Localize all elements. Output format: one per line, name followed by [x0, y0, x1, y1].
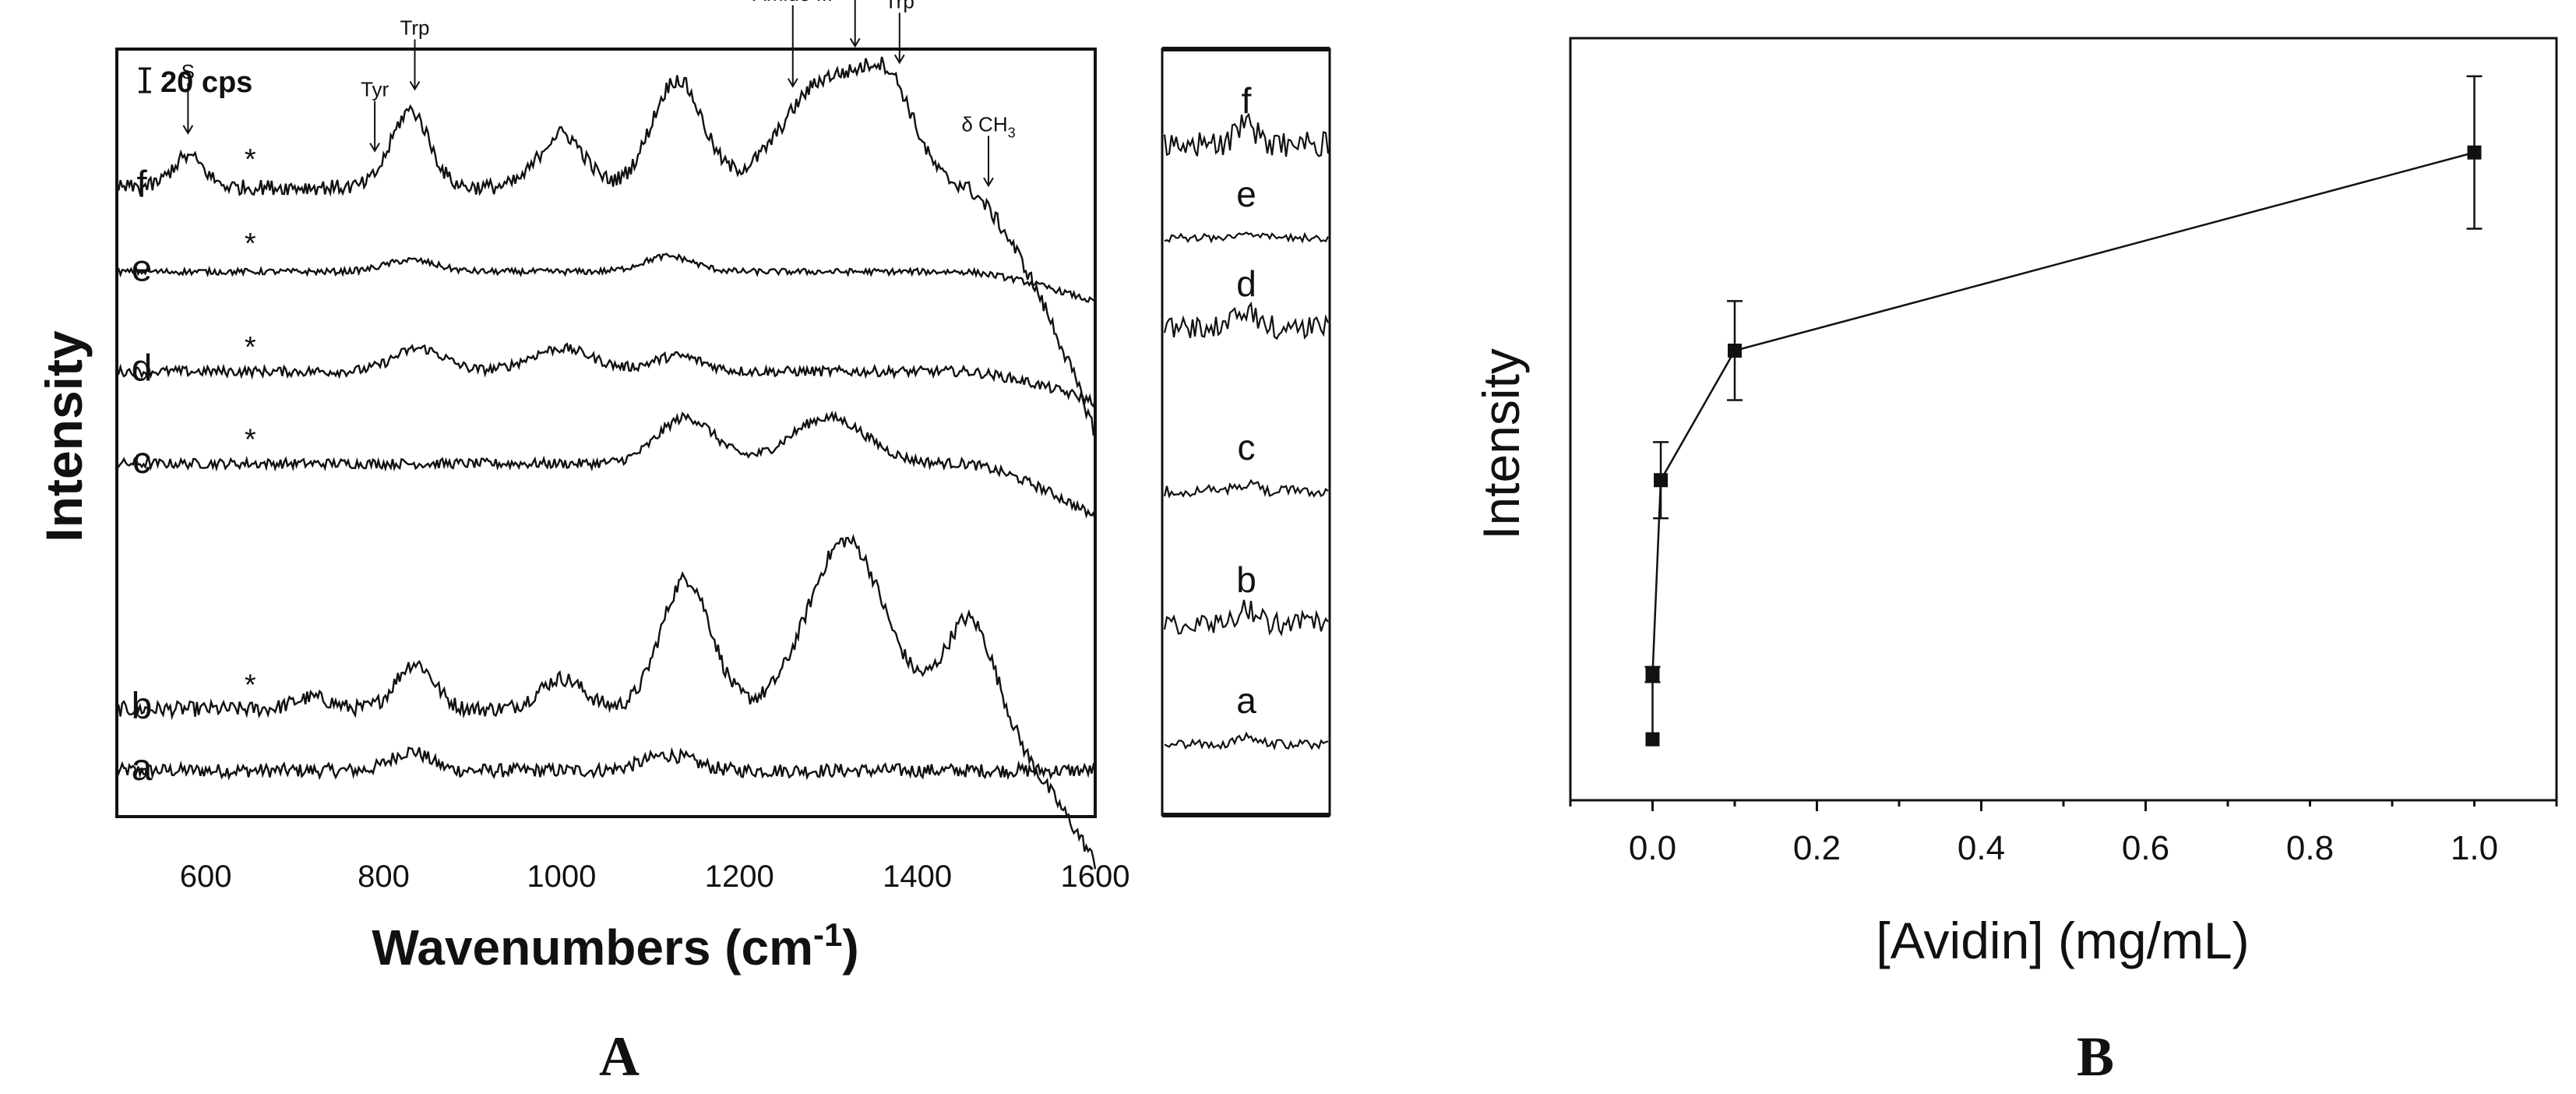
- x-tick-label: 0.0: [1629, 829, 1676, 867]
- annotation-arrowhead: [787, 78, 798, 88]
- spectrum-c: [116, 410, 1097, 521]
- spectrum-b: [116, 533, 1097, 870]
- x-axis-title-a: Wavenumbers (cm-1): [372, 916, 858, 976]
- spectrum-label: d: [132, 348, 153, 390]
- spectrum-label: c: [132, 440, 151, 482]
- peak-annotation: Amide III: [752, 0, 833, 5]
- inset-label: d: [1236, 263, 1256, 304]
- inset-trace-b: [1163, 599, 1329, 637]
- x-tick-label: 800: [358, 859, 410, 894]
- x-tick-label: 600: [180, 859, 232, 894]
- inset-trace-e: [1164, 231, 1329, 244]
- panel-b: 0.0 0.2 0.4 0.6 0.8 1.0 Intensity [Avidin] (m…: [1472, 37, 2558, 1088]
- spectrum-label: a: [132, 747, 153, 789]
- spectrum-f: [115, 56, 1096, 436]
- plot-frame-b: [1569, 37, 2558, 802]
- x-tick-labels-a: 600 800 1000 1200 1400 1600: [180, 859, 1130, 894]
- panel-label-b: B: [2077, 1025, 2114, 1088]
- asterisk-marker: *: [245, 423, 256, 456]
- data-point: [1728, 343, 1742, 358]
- x-tick-label: 1000: [527, 859, 596, 894]
- data-point: [2467, 145, 2482, 160]
- annotation-arrowhead: [983, 177, 994, 188]
- x-tick-label: 0.2: [1793, 829, 1841, 867]
- annotation-arrowhead: [409, 80, 421, 91]
- peak-annotation: Trp: [400, 16, 429, 39]
- y-axis-title-a: Intensity: [35, 330, 93, 542]
- asterisk-marker: *: [245, 228, 256, 260]
- inset-label: a: [1236, 680, 1256, 721]
- data-series-b: [1644, 75, 2483, 746]
- data-line: [1651, 151, 2475, 739]
- spectrum-d: [116, 342, 1097, 408]
- inset-label: f: [1242, 80, 1252, 121]
- x-axis-title-b: [Avidin] (mg/mL): [1876, 912, 2249, 969]
- annotation-arrowhead: [369, 143, 380, 153]
- annotation-arrowhead: [893, 54, 905, 65]
- scale-bar-label: 20 cps: [160, 66, 252, 99]
- spectra-group: ab * c * d * e f * *: [115, 56, 1097, 870]
- x-tick-label: 1.0: [2451, 829, 2498, 867]
- scale-bar: 20 cps: [139, 66, 252, 99]
- panel-label-a: A: [599, 1025, 640, 1088]
- spectrum-label: f: [136, 164, 147, 205]
- inset-traces: a b c d e f: [1163, 80, 1330, 751]
- asterisk-marker: *: [245, 143, 256, 176]
- x-tick-label: 0.6: [2122, 829, 2169, 867]
- inset-trace-c: [1163, 478, 1329, 499]
- spectrum-label: e: [132, 249, 153, 290]
- x-tick-label: 1600: [1061, 859, 1130, 894]
- inset-trace-f: [1163, 112, 1330, 157]
- x-tick-label: 1200: [705, 859, 774, 894]
- inset-panel: a b c d e f: [1161, 47, 1331, 817]
- y-axis-title-b: Intensity: [1472, 348, 1530, 540]
- asterisk-marker: *: [245, 331, 256, 364]
- data-point: [1654, 473, 1669, 488]
- inset-label: c: [1238, 427, 1256, 468]
- panel-a: ab * c * d * e f * * 600 800 1000 1200 1400 1600 S Tyr T…: [35, 0, 1129, 1088]
- annotation-arrowhead: [182, 125, 194, 135]
- x-tick-label: 0.8: [2286, 829, 2334, 867]
- data-point: [1645, 732, 1660, 746]
- x-axis-b: 0.0 0.2 0.4 0.6 0.8 1.0: [1569, 800, 2558, 867]
- x-tick-label: 0.4: [1958, 829, 2005, 867]
- annotation-arrowhead: [849, 37, 861, 48]
- x-tick-label: 1400: [883, 859, 952, 894]
- inset-trace-d: [1163, 301, 1330, 341]
- data-point: [1645, 667, 1660, 682]
- spectrum-e: [116, 252, 1096, 303]
- spectrum-label: b: [132, 686, 153, 727]
- spectrum-a: [115, 746, 1097, 781]
- asterisk-marker: *: [245, 669, 256, 701]
- peak-annotation: S: [181, 60, 195, 83]
- plot-frame-a: [115, 48, 1097, 818]
- peak-annotation: Trp: [885, 0, 914, 12]
- inset-trace-a: [1164, 731, 1329, 751]
- inset-label: b: [1236, 559, 1256, 600]
- inset-label: e: [1236, 174, 1256, 214]
- peak-annotation: Tyr: [361, 78, 389, 101]
- peak-annotations: STyrTrpAmide IIITyrTrpδ CH3: [181, 0, 1016, 188]
